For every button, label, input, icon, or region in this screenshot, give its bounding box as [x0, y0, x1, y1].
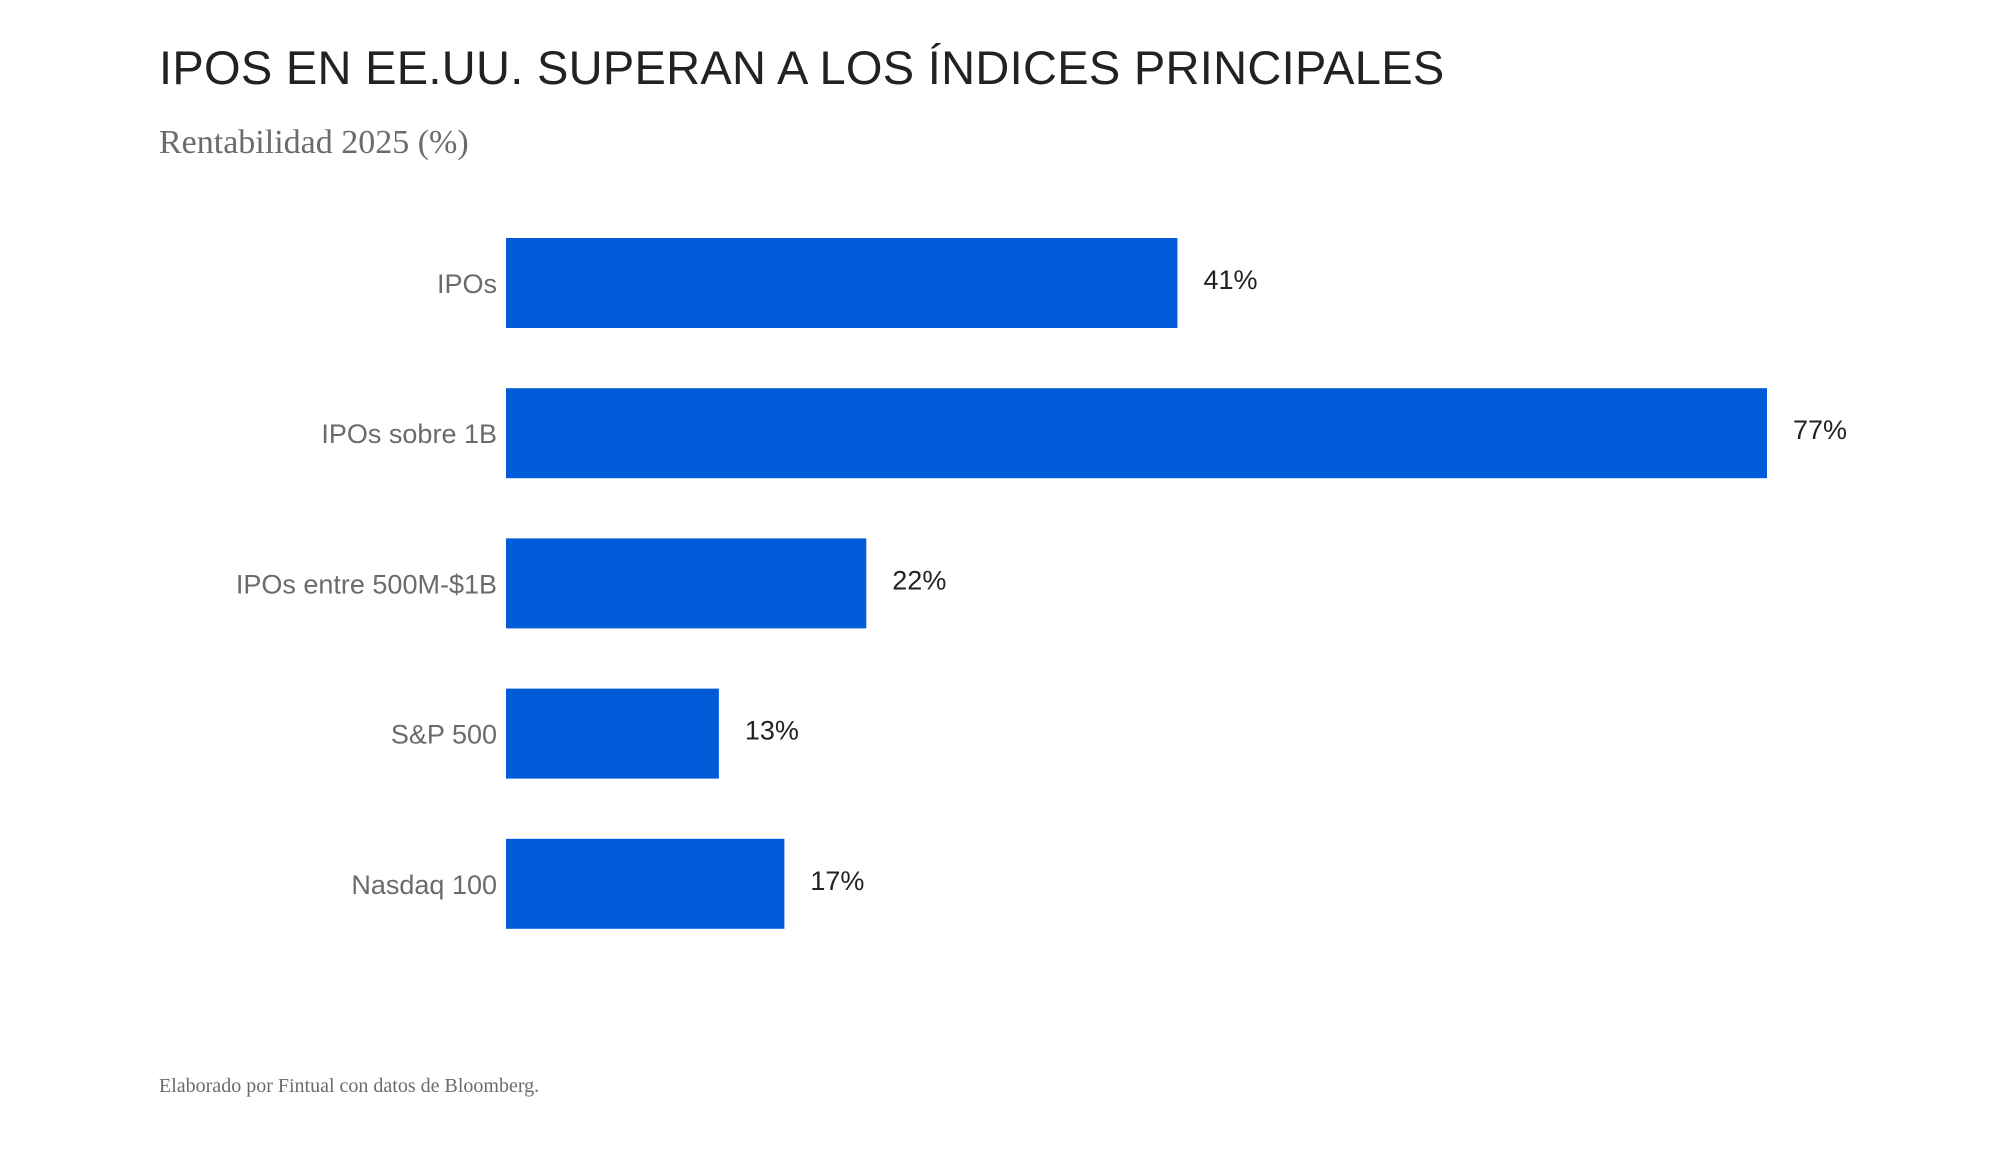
data-label: 22% [892, 565, 946, 595]
chart-title: IPOS EN EE.UU. SUPERAN A LOS ÍNDICES PRI… [159, 41, 1445, 94]
data-label: 17% [810, 866, 864, 896]
category-label: IPOs sobre 1B [321, 419, 497, 449]
chart-subtitle: Rentabilidad 2025 (%) [159, 124, 469, 161]
bar [506, 838, 785, 929]
source-note: Elaborado por Fintual con datos de Bloom… [159, 1075, 540, 1097]
category-label: IPOs entre 500M-$1B [236, 569, 497, 599]
bar [506, 688, 719, 779]
category-label: IPOs [437, 269, 497, 299]
data-label: 77% [1793, 415, 1847, 445]
data-label: 41% [1203, 265, 1257, 295]
bar [506, 538, 867, 629]
bar [506, 388, 1767, 479]
data-label: 13% [745, 716, 799, 746]
bar [506, 238, 1178, 328]
category-label: Nasdaq 100 [351, 870, 497, 900]
category-label: S&P 500 [391, 720, 497, 750]
